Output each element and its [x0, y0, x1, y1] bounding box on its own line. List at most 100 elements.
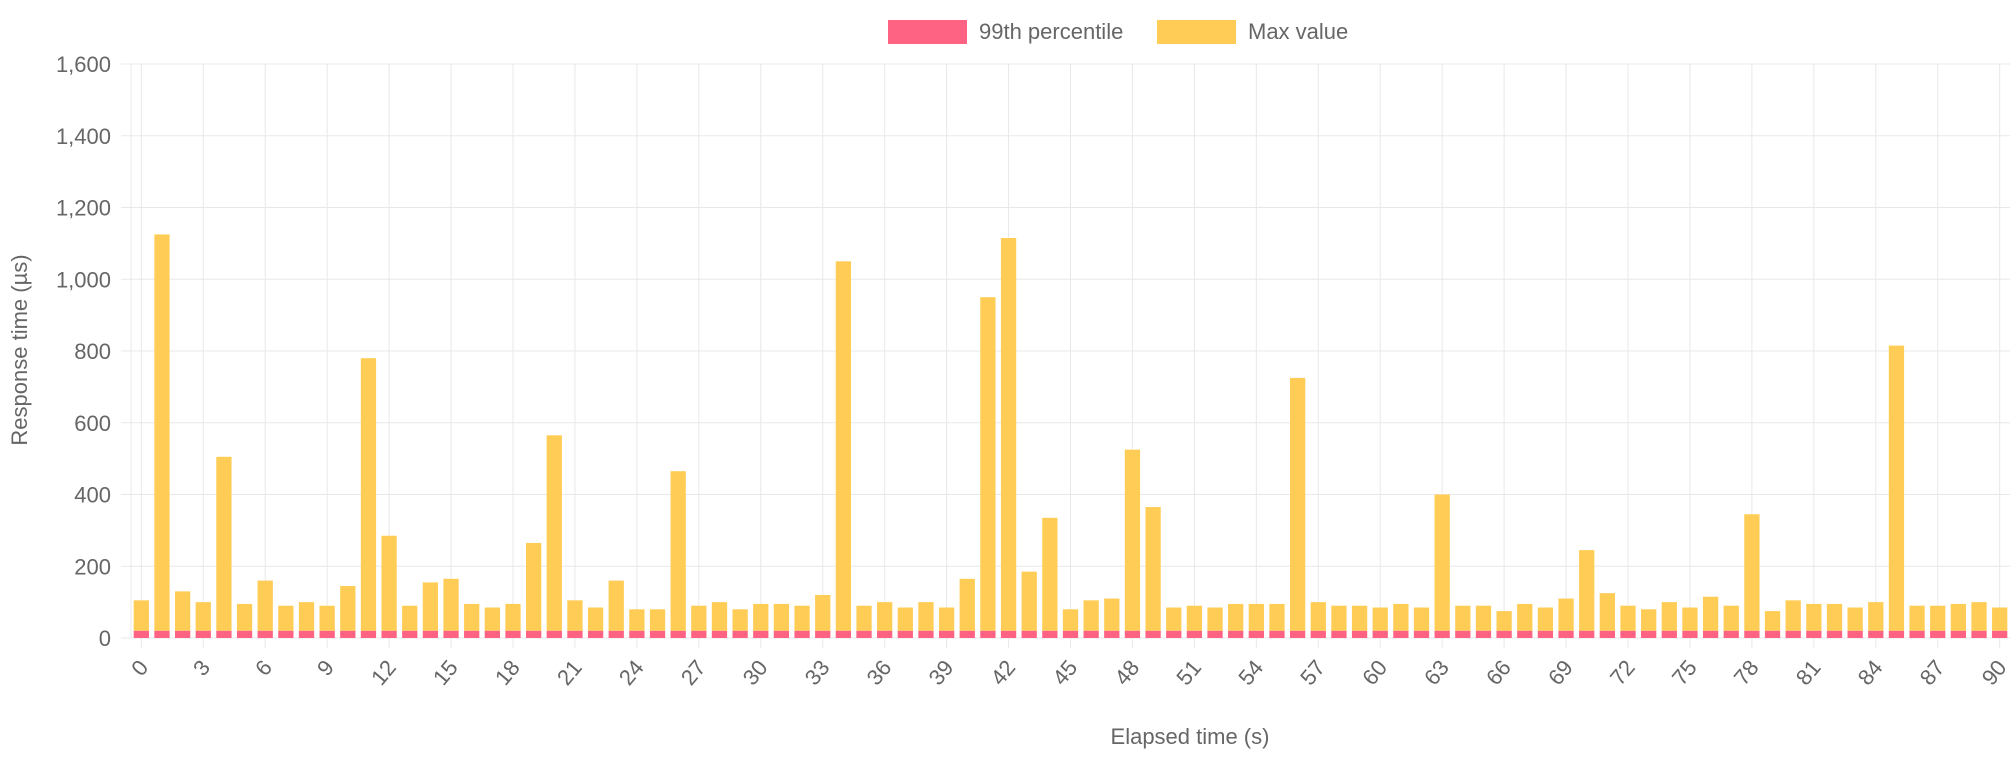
bar-max-value[interactable] [815, 594, 831, 631]
bar-99th-percentile[interactable] [1702, 630, 1719, 638]
bar-max-value[interactable] [340, 585, 356, 631]
bar-99th-percentile[interactable] [608, 630, 624, 638]
bar-max-value[interactable] [216, 456, 232, 631]
bar-max-value[interactable] [918, 602, 934, 631]
bar-99th-percentile[interactable] [195, 630, 211, 638]
bar-99th-percentile[interactable] [1124, 630, 1141, 638]
bar-max-value[interactable] [1744, 514, 1760, 631]
bar-max-value[interactable] [1248, 603, 1264, 631]
bar-99th-percentile[interactable] [732, 630, 748, 638]
bar-max-value[interactable] [1579, 550, 1595, 631]
bar-max-value[interactable] [1372, 607, 1388, 631]
bar-max-value[interactable] [1062, 609, 1079, 631]
bar-max-value[interactable] [1104, 598, 1120, 631]
bar-max-value[interactable] [1331, 605, 1347, 631]
bar-99th-percentile[interactable] [319, 630, 335, 638]
bar-max-value[interactable] [1269, 603, 1285, 631]
bar-max-value[interactable] [1228, 603, 1244, 631]
bar-99th-percentile[interactable] [1021, 630, 1037, 638]
legend-swatch-99th-percentile[interactable] [888, 20, 967, 44]
bar-99th-percentile[interactable] [1847, 630, 1863, 638]
bar-max-value[interactable] [1124, 449, 1141, 631]
bar-99th-percentile[interactable] [980, 630, 996, 638]
bar-max-value[interactable] [443, 578, 459, 631]
bar-99th-percentile[interactable] [835, 630, 852, 638]
bar-max-value[interactable] [649, 609, 666, 631]
bar-max-value[interactable] [484, 607, 500, 631]
bar-99th-percentile[interactable] [174, 630, 191, 638]
bar-99th-percentile[interactable] [1145, 630, 1161, 638]
bar-99th-percentile[interactable] [587, 630, 604, 638]
bar-max-value[interactable] [1186, 605, 1203, 631]
bar-99th-percentile[interactable] [340, 630, 356, 638]
bar-max-value[interactable] [257, 580, 273, 631]
bar-max-value[interactable] [1393, 603, 1409, 631]
bar-max-value[interactable] [1702, 596, 1719, 631]
bar-99th-percentile[interactable] [815, 630, 831, 638]
bar-99th-percentile[interactable] [526, 630, 542, 638]
bar-99th-percentile[interactable] [1166, 630, 1182, 638]
bar-max-value[interactable] [1992, 607, 2008, 631]
bar-99th-percentile[interactable] [1496, 630, 1512, 638]
bar-max-value[interactable] [1599, 593, 1615, 631]
bar-99th-percentile[interactable] [1868, 630, 1884, 638]
bar-max-value[interactable] [1475, 605, 1492, 631]
bar-max-value[interactable] [1166, 607, 1182, 631]
bar-99th-percentile[interactable] [1310, 630, 1326, 638]
bar-max-value[interactable] [1682, 607, 1698, 631]
bar-max-value[interactable] [1847, 607, 1863, 631]
bar-max-value[interactable] [174, 591, 191, 631]
bar-99th-percentile[interactable] [918, 630, 934, 638]
bar-max-value[interactable] [154, 234, 170, 631]
bar-max-value[interactable] [1496, 611, 1512, 631]
bar-99th-percentile[interactable] [1599, 630, 1615, 638]
bar-99th-percentile[interactable] [464, 630, 480, 638]
bar-max-value[interactable] [526, 542, 542, 631]
bar-99th-percentile[interactable] [773, 630, 790, 638]
bar-99th-percentile[interactable] [133, 630, 149, 638]
bar-max-value[interactable] [608, 580, 624, 631]
bar-max-value[interactable] [1042, 517, 1058, 631]
bar-99th-percentile[interactable] [1269, 630, 1285, 638]
bar-99th-percentile[interactable] [1930, 630, 1946, 638]
bar-max-value[interactable] [1289, 377, 1306, 631]
bar-max-value[interactable] [1868, 602, 1884, 631]
bar-max-value[interactable] [1930, 605, 1946, 631]
bar-99th-percentile[interactable] [1537, 630, 1554, 638]
bar-max-value[interactable] [567, 600, 583, 631]
bar-max-value[interactable] [897, 607, 913, 631]
bar-max-value[interactable] [587, 607, 604, 631]
bar-max-value[interactable] [691, 605, 707, 631]
bar-99th-percentile[interactable] [1062, 630, 1079, 638]
bar-max-value[interactable] [753, 603, 769, 631]
bar-99th-percentile[interactable] [422, 630, 439, 638]
bar-99th-percentile[interactable] [711, 630, 728, 638]
bar-max-value[interactable] [195, 602, 211, 631]
bar-max-value[interactable] [732, 609, 748, 631]
bar-99th-percentile[interactable] [877, 630, 893, 638]
bar-99th-percentile[interactable] [1950, 630, 1967, 638]
bar-99th-percentile[interactable] [1207, 630, 1223, 638]
bar-99th-percentile[interactable] [629, 630, 645, 638]
bar-max-value[interactable] [794, 605, 810, 631]
bar-max-value[interactable] [1888, 345, 1905, 631]
bar-99th-percentile[interactable] [897, 630, 913, 638]
bar-max-value[interactable] [1310, 602, 1326, 631]
bar-max-value[interactable] [422, 582, 439, 631]
bar-99th-percentile[interactable] [1826, 630, 1843, 638]
bar-99th-percentile[interactable] [257, 630, 273, 638]
bar-99th-percentile[interactable] [1434, 630, 1450, 638]
bar-99th-percentile[interactable] [1909, 630, 1925, 638]
bar-99th-percentile[interactable] [154, 630, 170, 638]
bar-99th-percentile[interactable] [381, 630, 397, 638]
bar-99th-percentile[interactable] [1723, 630, 1739, 638]
bar-99th-percentile[interactable] [443, 630, 459, 638]
bar-99th-percentile[interactable] [959, 630, 975, 638]
bar-99th-percentile[interactable] [1413, 630, 1430, 638]
bar-99th-percentile[interactable] [1620, 630, 1636, 638]
bar-99th-percentile[interactable] [546, 630, 562, 638]
legend-swatch-max-value[interactable] [1157, 20, 1236, 44]
bar-max-value[interactable] [236, 603, 253, 631]
bar-99th-percentile[interactable] [1744, 630, 1760, 638]
bar-99th-percentile[interactable] [1764, 630, 1781, 638]
